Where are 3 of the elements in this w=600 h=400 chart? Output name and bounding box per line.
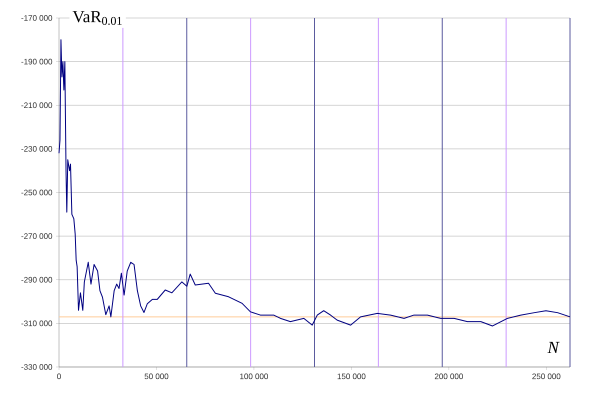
x-axis-title: N xyxy=(547,342,560,354)
y-axis-title: VaR$_{0.01}$ xyxy=(72,11,122,25)
line-series xyxy=(58,39,570,326)
